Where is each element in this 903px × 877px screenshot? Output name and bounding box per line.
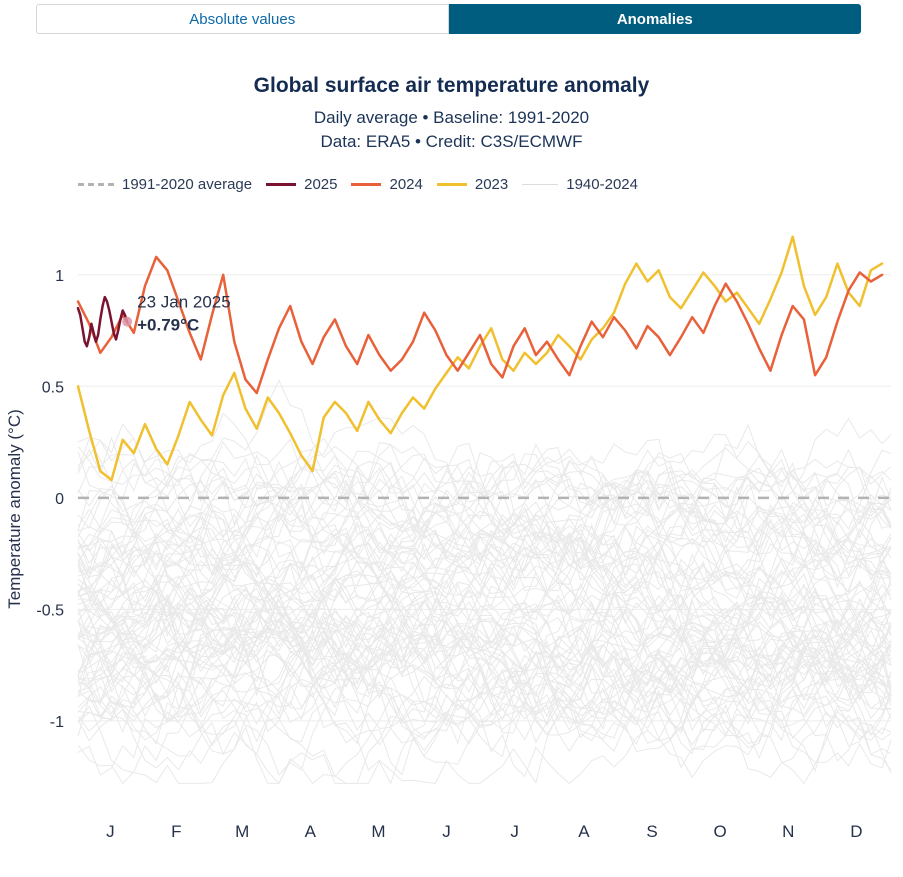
historical-year-line — [77, 597, 892, 773]
dashed-line-swatch — [78, 183, 114, 186]
chart-legend: 1991-2020 average 2025 2024 2023 1940-20… — [78, 176, 903, 193]
historical-year-line — [77, 550, 892, 741]
legend-label: 2025 — [304, 176, 338, 193]
annotation-date: 23 Jan 2025 — [137, 293, 231, 312]
historical-year-line — [77, 441, 892, 557]
legend-item-historical[interactable]: 1940-2024 — [522, 176, 638, 193]
historical-year-line — [77, 634, 892, 784]
historical-year-line — [77, 499, 892, 622]
historical-year-line — [77, 471, 892, 613]
historical-year-line — [77, 507, 892, 649]
historical-year-line — [77, 573, 892, 719]
historical-year-line — [77, 587, 892, 727]
historical-year-line — [77, 653, 892, 785]
x-month-label: M — [235, 822, 249, 841]
x-month-label: A — [578, 822, 590, 841]
historical-year-line — [77, 582, 892, 738]
y-tick-label: -1 — [50, 714, 64, 731]
series-line-2025 — [76, 295, 129, 348]
historical-year-line — [77, 463, 892, 647]
x-month-label: J — [106, 822, 115, 841]
historical-year-line — [77, 448, 892, 597]
climate-pulse-page: Absolute values Anomalies Global surface… — [0, 4, 903, 877]
historical-year-line — [77, 629, 892, 785]
y-tick-label: 0.5 — [42, 379, 64, 396]
legend-item-2024[interactable]: 2024 — [351, 176, 423, 193]
historical-year-line — [77, 490, 892, 598]
legend-label: 2023 — [474, 176, 509, 193]
historical-year-line — [77, 479, 892, 676]
historical-year-line — [77, 437, 892, 555]
series-line-2023 — [76, 235, 884, 482]
historical-year-line — [77, 597, 892, 747]
historical-year-line — [77, 545, 892, 677]
historical-year-line — [77, 586, 892, 713]
historical-year-line — [77, 423, 892, 558]
latest-point-marker — [122, 316, 133, 327]
line-swatch-2025 — [266, 183, 297, 186]
historical-year-line — [77, 608, 892, 771]
historical-year-line — [77, 522, 892, 676]
x-month-label: A — [305, 822, 317, 841]
line-swatch-2023 — [436, 183, 467, 186]
historical-year-line — [77, 601, 892, 745]
historical-year-line — [77, 513, 892, 694]
historical-year-line — [77, 412, 892, 568]
x-month-label: O — [714, 822, 727, 841]
historical-year-line — [77, 579, 892, 687]
historical-year-line — [77, 529, 892, 696]
historical-year-line — [77, 609, 892, 740]
legend-label: 1991-2020 average — [122, 176, 253, 193]
historical-year-line — [77, 498, 892, 645]
legend-label: 2024 — [389, 176, 423, 193]
historical-year-line — [77, 454, 892, 594]
chart-header: Global surface air temperature anomaly D… — [0, 74, 903, 152]
historical-year-line — [77, 466, 892, 617]
historical-year-line — [77, 474, 892, 600]
tab-anomalies[interactable]: Anomalies — [448, 4, 861, 34]
y-tick-label: 1 — [55, 268, 64, 285]
historical-year-line — [77, 436, 892, 557]
historical-year-line — [77, 559, 892, 675]
y-axis-label: Temperature anomaly (°C) — [5, 409, 24, 609]
historical-year-line — [77, 648, 892, 785]
historical-year-line — [77, 457, 892, 565]
subtitle-baseline: Daily average • Baseline: 1991-2020 — [313, 108, 590, 127]
y-tick-label: 0 — [55, 491, 64, 508]
legend-item-average[interactable]: 1991-2020 average — [78, 176, 252, 193]
legend-label: 1940-2024 — [566, 176, 638, 193]
annotation-value: +0.79°C — [137, 316, 199, 335]
x-month-label: M — [371, 822, 385, 841]
page-title: Global surface air temperature anomaly — [253, 74, 650, 97]
tab-absolute-values[interactable]: Absolute values — [36, 4, 449, 34]
y-tick-label: -0.5 — [36, 602, 64, 619]
subtitle-credit: Data: ERA5 • Credit: C3S/ECMWF — [320, 132, 583, 151]
x-month-label: N — [782, 822, 794, 841]
thin-line-swatch — [522, 184, 559, 185]
historical-year-line — [77, 534, 892, 667]
line-swatch-2024 — [351, 183, 382, 186]
x-month-label: D — [850, 822, 862, 841]
tab-bar: Absolute values Anomalies — [36, 4, 861, 34]
x-month-label: S — [646, 822, 657, 841]
legend-item-2023[interactable]: 2023 — [436, 176, 509, 193]
x-month-label: J — [442, 822, 451, 841]
legend-item-2025[interactable]: 2025 — [266, 176, 337, 193]
series-line-2024 — [76, 255, 884, 395]
historical-year-line — [77, 447, 892, 540]
x-month-label: F — [171, 822, 181, 841]
historical-year-line — [77, 577, 892, 667]
historical-year-line — [77, 422, 892, 561]
x-month-label: J — [510, 822, 519, 841]
anomaly-chart[interactable]: -1 -0.5 0 0.5 1 23 Jan 2025 +0.79°C J F M A M J J A S O N… — [0, 201, 903, 851]
historical-year-line — [77, 534, 892, 645]
historical-year-line — [77, 456, 892, 627]
historical-year-line — [77, 577, 892, 683]
historical-year-line — [77, 379, 892, 532]
historical-year-line — [77, 610, 892, 719]
